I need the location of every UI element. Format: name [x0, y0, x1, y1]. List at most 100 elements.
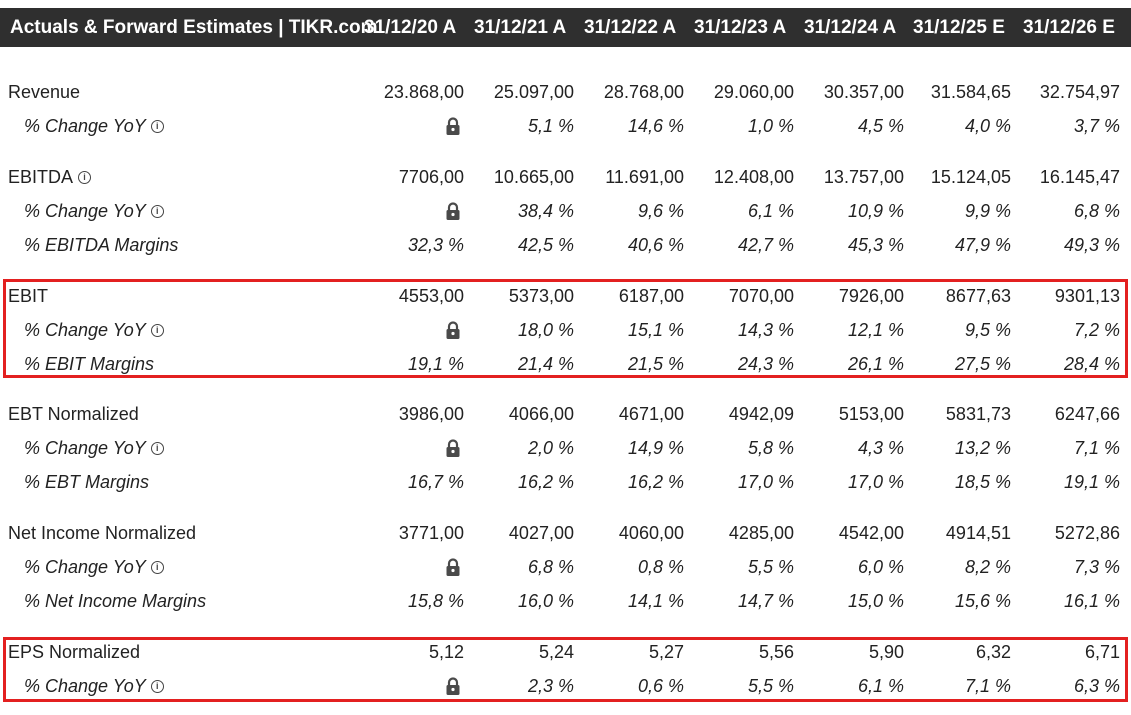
value-cell: 32,3 %	[407, 235, 464, 255]
value-cell: 6187,00	[618, 286, 684, 306]
info-icon[interactable]: i	[78, 170, 92, 184]
value-cell: 10.665,00	[493, 167, 574, 187]
row-label[interactable]: % Change YoY i	[24, 109, 164, 143]
value-cell: 5272,86	[1054, 523, 1120, 543]
row-label-text: EBIT	[8, 286, 49, 306]
table-row: % Change YoY i 6,8 % 0,8 % 5,5 % 6,0 % 8,2 % 7,…	[0, 550, 1131, 584]
row-label[interactable]: % EBIT Margins	[24, 347, 154, 381]
value-cell: 6,3 %	[1073, 676, 1120, 696]
value-cell: 25.097,00	[493, 82, 574, 102]
info-icon[interactable]: i	[150, 679, 164, 693]
period-header-2021[interactable]: 31/12/21 A	[474, 17, 567, 38]
row-label[interactable]: EBITDA i	[8, 160, 92, 194]
value-cell: 27,5 %	[954, 354, 1011, 374]
row-label[interactable]: % Change YoY i	[24, 194, 164, 228]
row-label-text: EBITDA	[8, 167, 74, 187]
table-header: Actuals & Forward Estimates | TIKR.com 3…	[0, 8, 1131, 47]
value-cell: 12,1 %	[847, 320, 904, 340]
row-label[interactable]: EBIT	[8, 279, 48, 313]
value-cell: 6247,66	[1054, 404, 1120, 424]
lock-icon[interactable]	[445, 677, 461, 695]
row-label-text: % EBITDA Margins	[24, 235, 179, 255]
row-label-text: % Change YoY	[24, 116, 146, 136]
value-cell: 5,1 %	[527, 116, 574, 136]
value-cell: 14,1 %	[627, 591, 684, 611]
lock-icon[interactable]	[445, 202, 461, 220]
value-cell: 14,6 %	[627, 116, 684, 136]
value-cell: 15,6 %	[954, 591, 1011, 611]
row-label[interactable]: % EBITDA Margins	[24, 228, 178, 262]
period-header-2024[interactable]: 31/12/24 A	[804, 17, 897, 38]
lock-icon[interactable]	[445, 439, 461, 457]
value-cell: 0,8 %	[637, 557, 684, 577]
value-cell: 4066,00	[508, 404, 574, 424]
row-label[interactable]: Net Income Normalized	[8, 516, 196, 550]
value-cell: 6,1 %	[747, 201, 794, 221]
info-icon[interactable]: i	[150, 204, 164, 218]
value-cell: 3986,00	[398, 404, 464, 424]
lock-icon[interactable]	[445, 558, 461, 576]
info-icon[interactable]: i	[150, 441, 164, 455]
value-cell: 21,4 %	[517, 354, 574, 374]
row-label[interactable]: EPS Normalized	[8, 635, 140, 669]
value-cell: 4914,51	[945, 523, 1011, 543]
period-header-2025[interactable]: 31/12/25 E	[913, 17, 1005, 38]
value-cell: 17,0 %	[847, 472, 904, 492]
row-label[interactable]: Revenue	[8, 75, 80, 109]
row-label[interactable]: % Change YoY i	[24, 669, 164, 703]
value-cell: 5373,00	[508, 286, 574, 306]
value-cell: 6,32	[975, 642, 1011, 662]
value-cell: 15.124,05	[930, 167, 1011, 187]
row-label[interactable]: % Change YoY i	[24, 313, 164, 347]
value-cell: 31.584,65	[930, 82, 1011, 102]
table-row: EBITDA i 7706,00 10.665,00 11.691,00 12.408,0…	[0, 160, 1131, 194]
row-label[interactable]: % Change YoY i	[24, 431, 164, 465]
row-label-text: % Change YoY	[24, 676, 146, 696]
row-label-text: % Change YoY	[24, 438, 146, 458]
value-cell: 49,3 %	[1063, 235, 1120, 255]
table-row: % EBIT Margins 19,1 % 21,4 % 21,5 % 24,3 % 26…	[0, 347, 1131, 381]
value-cell: 6,8 %	[527, 557, 574, 577]
value-cell: 4060,00	[618, 523, 684, 543]
table-row: % Change YoY i 2,0 % 14,9 % 5,8 % 4,3 % 13,2 %…	[0, 431, 1131, 465]
value-cell: 10,9 %	[847, 201, 904, 221]
value-cell: 4942,09	[728, 404, 794, 424]
row-label-text: % EBT Margins	[24, 472, 150, 492]
period-header-2022[interactable]: 31/12/22 A	[584, 17, 677, 38]
row-label-text: EPS Normalized	[8, 642, 141, 662]
row-label[interactable]: % EBT Margins	[24, 465, 149, 499]
value-cell: 2,3 %	[527, 676, 574, 696]
value-cell: 16,2 %	[517, 472, 574, 492]
period-header-2026[interactable]: 31/12/26 E	[1023, 17, 1115, 38]
value-cell: 2,0 %	[527, 438, 574, 458]
period-header-2020[interactable]: 31/12/20 A	[364, 17, 457, 38]
info-icon[interactable]: i	[150, 560, 164, 574]
value-cell: 6,8 %	[1073, 201, 1120, 221]
row-label-text: % Change YoY	[24, 201, 146, 221]
value-cell: 5,24	[538, 642, 574, 662]
value-cell: 7926,00	[838, 286, 904, 306]
value-cell: 7,2 %	[1073, 320, 1120, 340]
value-cell: 4671,00	[618, 404, 684, 424]
table-row: Net Income Normalized 3771,00 4027,00 4060,…	[0, 516, 1131, 550]
period-header-2023[interactable]: 31/12/23 A	[694, 17, 787, 38]
row-label[interactable]: EBT Normalized	[8, 397, 139, 431]
row-label[interactable]: % Net Income Margins	[24, 584, 206, 618]
value-cell: 7706,00	[398, 167, 464, 187]
value-cell: 14,3 %	[737, 320, 794, 340]
value-cell: 5153,00	[838, 404, 904, 424]
lock-icon[interactable]	[445, 117, 461, 135]
ebit-highlight-box	[3, 279, 1128, 378]
value-cell: 15,8 %	[407, 591, 464, 611]
row-label-text: EBT Normalized	[8, 404, 139, 424]
row-label[interactable]: % Change YoY i	[24, 550, 164, 584]
row-label-text: % Net Income Margins	[24, 591, 207, 611]
value-cell: 0,6 %	[637, 676, 684, 696]
row-label-text: Revenue	[8, 82, 81, 102]
value-cell: 11.691,00	[605, 167, 684, 187]
row-label-text: % Change YoY	[24, 557, 146, 577]
lock-icon[interactable]	[445, 321, 461, 339]
info-icon[interactable]: i	[150, 119, 164, 133]
info-icon[interactable]: i	[150, 323, 164, 337]
value-cell: 28,4 %	[1063, 354, 1120, 374]
